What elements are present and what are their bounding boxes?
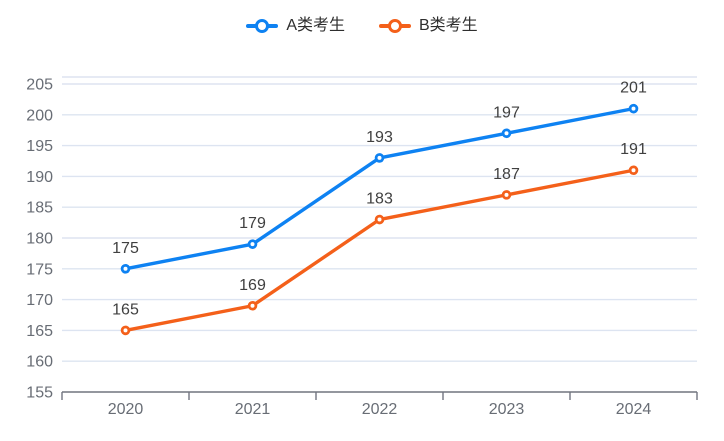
data-point-label: 169 (239, 277, 266, 294)
y-axis-tick-label: 165 (26, 323, 53, 340)
y-axis-tick-label: 205 (26, 77, 53, 94)
legend-marker-circle (388, 19, 402, 33)
data-point-label: 193 (366, 129, 393, 146)
x-axis-tick-label: 2023 (489, 401, 525, 418)
data-point-marker (247, 300, 258, 311)
legend-label-series-a: A类考生 (286, 17, 345, 34)
legend-label-series-b: B类考生 (419, 17, 478, 34)
data-point-label: 187 (493, 166, 520, 183)
data-point-marker (501, 190, 512, 200)
legend-item-series-b[interactable]: B类考生 (379, 18, 478, 34)
y-axis-tick-label: 155 (26, 385, 53, 402)
data-point-marker (628, 165, 639, 176)
y-axis-tick-label: 185 (26, 200, 53, 217)
y-axis-tick-label: 200 (26, 107, 53, 124)
data-point-marker (628, 103, 639, 114)
x-axis-tick-label: 2024 (616, 401, 652, 418)
data-point-marker (247, 239, 258, 249)
data-point-label: 197 (493, 104, 520, 121)
x-axis-tick-label: 2021 (235, 401, 271, 418)
data-point-marker (374, 153, 385, 163)
data-point-label: 183 (366, 191, 393, 208)
data-point-marker (120, 325, 131, 336)
y-axis-tick-label: 190 (26, 169, 53, 186)
y-axis-tick-label: 195 (26, 138, 53, 155)
legend-line-circle-marker-a (246, 19, 279, 33)
data-point-label: 175 (112, 240, 139, 257)
y-axis-tick-label: 170 (26, 292, 53, 309)
chart-legend: A类考生 B类考生 (0, 18, 724, 34)
legend-marker-circle (255, 19, 270, 33)
y-axis-tick-label: 175 (26, 261, 53, 278)
data-point-marker (501, 128, 512, 139)
data-point-label: 179 (239, 215, 266, 232)
data-point-label: 191 (620, 141, 647, 158)
y-axis-tick-label: 180 (26, 231, 53, 248)
x-axis-tick-label: 2022 (362, 401, 398, 418)
data-point-label: 165 (112, 301, 139, 318)
data-point-marker (374, 214, 385, 225)
data-point-marker (120, 263, 131, 274)
y-axis-tick-label: 160 (26, 354, 53, 371)
legend-line-circle-marker-b (379, 19, 411, 33)
legend-item-series-a[interactable]: A类考生 (246, 18, 345, 34)
data-point-label: 201 (620, 80, 647, 97)
x-axis-tick-label: 2020 (108, 401, 144, 418)
